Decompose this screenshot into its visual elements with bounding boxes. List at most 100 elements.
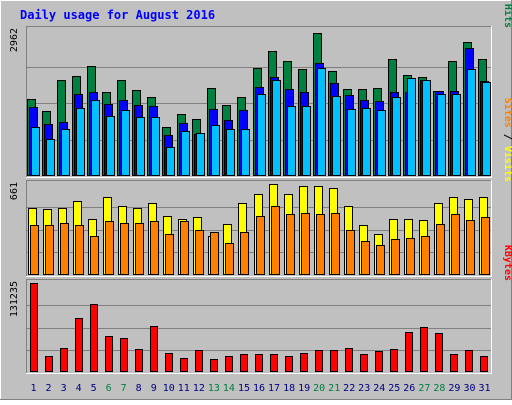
x-tick-label: 2 (45, 383, 51, 394)
x-tick-label: 29 (448, 383, 460, 394)
bar-kbytes-day-8 (135, 349, 143, 372)
bar-sites-day-12 (195, 230, 204, 275)
bar-pages-day-16 (257, 94, 266, 176)
bar-kbytes-day-23 (360, 354, 368, 372)
x-tick-label: 31 (478, 383, 490, 394)
bar-pages-day-28 (437, 94, 446, 176)
bar-kbytes-day-19 (300, 353, 308, 372)
bar-pages-day-19 (302, 106, 311, 176)
bar-pages-day-30 (467, 69, 476, 176)
panel-legend: Pages / Files / Hits (502, 0, 512, 28)
x-tick-label: 28 (433, 383, 445, 394)
bar-sites-day-31 (481, 217, 490, 275)
x-tick-label: 27 (418, 383, 430, 394)
bar-pages-day-4 (76, 108, 85, 176)
bar-sites-day-20 (316, 214, 325, 275)
series-kbytes (30, 283, 488, 372)
x-tick-label: 15 (238, 383, 250, 394)
x-tick-label: 16 (253, 383, 265, 394)
x-tick-label: 10 (163, 383, 175, 394)
bar-pages-day-18 (287, 106, 296, 176)
bar-pages-day-22 (347, 109, 356, 176)
bar-kbytes-day-30 (465, 350, 473, 372)
bar-pages-day-23 (362, 108, 371, 176)
bar-kbytes-day-29 (450, 354, 458, 372)
x-tick-label: 7 (121, 383, 127, 394)
bar-pages-day-9 (151, 117, 160, 176)
bar-sites-day-23 (361, 241, 370, 275)
bar-sites-day-8 (135, 223, 144, 275)
bar-pages-day-21 (332, 96, 341, 176)
x-tick-label: 5 (91, 383, 97, 394)
bar-kbytes-day-26 (405, 332, 413, 372)
x-tick-label: 9 (151, 383, 157, 394)
panel-legend: Sites / Visits (502, 98, 512, 182)
x-tick-label: 6 (106, 383, 112, 394)
panel-kbytes: 131235 KBytes (9, 245, 512, 374)
bar-pages-day-12 (196, 133, 205, 176)
bar-kbytes-day-3 (60, 348, 68, 372)
x-tick-label: 11 (178, 383, 190, 394)
bar-kbytes-day-22 (345, 348, 353, 372)
bar-sites-day-30 (466, 220, 475, 275)
bar-sites-day-5 (90, 236, 99, 275)
bar-sites-day-15 (240, 232, 249, 275)
bar-kbytes-day-28 (435, 333, 443, 372)
bar-kbytes-day-13 (210, 359, 218, 372)
bar-sites-day-17 (271, 206, 280, 275)
bar-kbytes-day-14 (225, 356, 233, 372)
panels-layer: 2962 Pages / Files / Hits 661 Sites / Visit… (9, 0, 512, 374)
bar-sites-day-9 (150, 221, 159, 275)
bar-pages-day-27 (422, 80, 431, 176)
x-tick-label: 20 (313, 383, 325, 394)
x-tick-label: 13 (208, 383, 220, 394)
y-max-label: 661 (9, 182, 20, 200)
x-tick-label: 4 (76, 383, 82, 394)
bar-sites-day-10 (165, 234, 174, 275)
bar-pages-day-31 (482, 82, 491, 176)
y-max-label: 2962 (9, 28, 20, 52)
bar-kbytes-day-4 (75, 318, 83, 372)
x-tick-label: 21 (328, 383, 340, 394)
x-tick-label: 14 (223, 383, 235, 394)
bar-kbytes-day-18 (285, 356, 293, 372)
bar-sites-day-1 (30, 225, 39, 275)
bar-pages-day-3 (61, 129, 70, 176)
bar-sites-day-24 (376, 245, 385, 275)
legend-hits: Hits (502, 4, 512, 28)
x-tick-label: 8 (136, 383, 142, 394)
panel-visits-sites: 661 Sites / Visits (9, 98, 512, 277)
bar-kbytes-day-17 (270, 354, 278, 372)
legend-separator: / (502, 0, 512, 4)
x-tick-label: 12 (193, 383, 205, 394)
bar-sites-day-26 (406, 238, 415, 275)
bar-pages-day-20 (317, 68, 326, 176)
bar-pages-day-1 (31, 127, 40, 176)
x-tick-label: 22 (343, 383, 355, 394)
bar-kbytes-day-16 (255, 354, 263, 372)
bar-sites-day-28 (436, 224, 445, 275)
bar-kbytes-day-27 (420, 327, 428, 372)
legend-visits: Visits (502, 146, 512, 182)
bar-kbytes-day-24 (375, 351, 383, 372)
bar-kbytes-day-12 (195, 350, 203, 372)
bar-sites-day-16 (256, 216, 265, 275)
x-tick-label: 17 (268, 383, 280, 394)
x-tick-label: 30 (463, 383, 475, 394)
bar-pages-day-5 (91, 100, 100, 176)
bar-pages-day-6 (106, 116, 115, 176)
panel-legend: KBytes (502, 245, 512, 281)
bar-kbytes-day-1 (30, 283, 38, 372)
bar-pages-day-10 (166, 147, 175, 176)
bar-sites-day-11 (180, 221, 189, 275)
x-tick-label: 24 (373, 383, 385, 394)
bar-kbytes-day-5 (90, 304, 98, 372)
bar-kbytes-day-10 (165, 353, 173, 372)
bar-pages-day-24 (377, 110, 386, 176)
bar-kbytes-day-21 (330, 350, 338, 372)
bar-sites-day-22 (346, 230, 355, 275)
bar-sites-day-14 (225, 243, 234, 275)
bar-kbytes-day-31 (480, 356, 488, 372)
legend-separator: / (502, 128, 512, 146)
